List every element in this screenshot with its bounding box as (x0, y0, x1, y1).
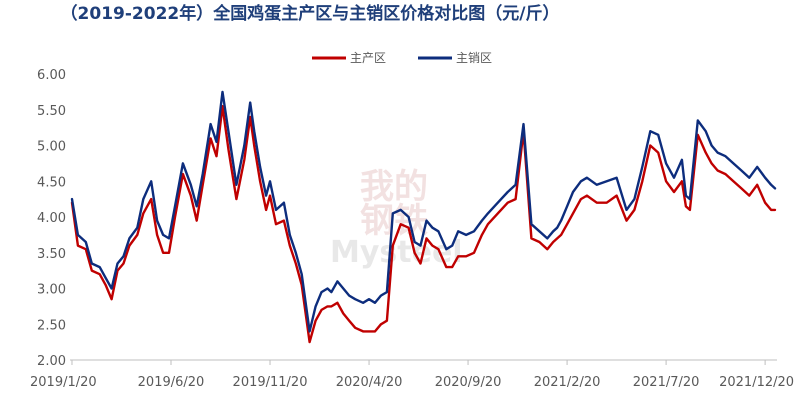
series-layer (70, 90, 777, 344)
x-tick-label: 2019/11/20 (233, 375, 308, 390)
y-tick-label: 4.50 (37, 175, 66, 190)
y-tick-label: 5.50 (37, 104, 66, 119)
y-tick-label: 4.00 (37, 211, 66, 226)
series-line-consumption (70, 90, 777, 333)
x-tick-label: 2020/4/20 (336, 375, 403, 390)
y-tick-label: 3.00 (37, 283, 66, 298)
x-tick-label: 2019/1/20 (30, 375, 97, 390)
y-tick-label: 3.50 (37, 247, 66, 262)
x-tick-label: 2021/7/20 (633, 375, 700, 390)
y-axis: 2.00 2.50 3.00 3.50 4.00 4.50 5.00 5.50 6.00 (37, 68, 66, 369)
y-tick-label: 6.00 (37, 68, 66, 83)
y-tick-label: 2.00 (37, 354, 66, 369)
x-axis: 2019/1/20 2019/6/20 2019/11/20 2020/4/20 202… (30, 359, 794, 390)
y-tick-label: 2.50 (37, 318, 66, 333)
legend-label: 主销区 (456, 51, 492, 65)
series-line-production (70, 105, 777, 344)
x-tick-label: 2021/2/20 (534, 375, 601, 390)
legend-label: 主产区 (350, 51, 386, 65)
x-tick-label: 2021/12/20 (719, 375, 794, 390)
x-tick-label: 2020/9/20 (435, 375, 502, 390)
legend: 主产区 主销区 (312, 51, 492, 65)
watermark-text-2: 钢铁 (360, 201, 428, 241)
chart-title: （2019-2022年）全国鸡蛋主产区与主销区价格对比图（元/斤） (60, 4, 560, 24)
watermark-text-1: 我的 (360, 167, 428, 207)
y-tick-label: 5.00 (37, 140, 66, 155)
x-tick-label: 2019/6/20 (138, 375, 205, 390)
